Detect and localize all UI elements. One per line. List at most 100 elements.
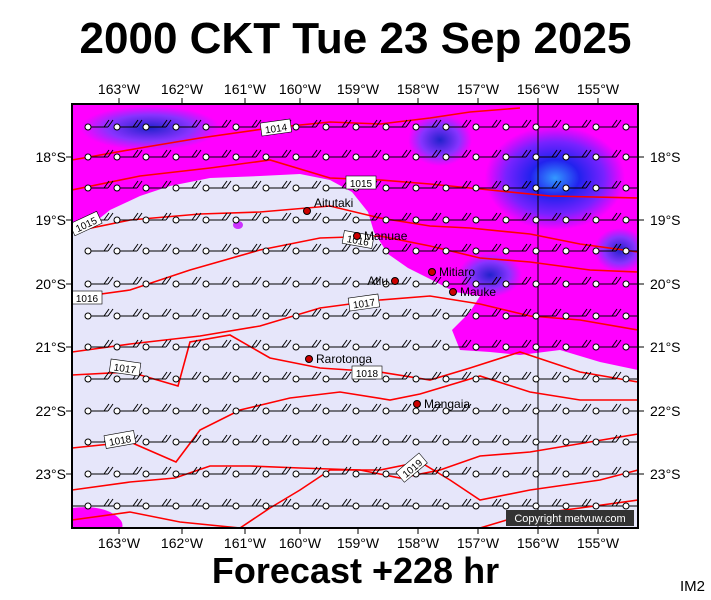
wind-barb: [412, 308, 442, 320]
wind-barb: [84, 276, 114, 288]
wind-barb: [202, 180, 232, 192]
wind-barb: [322, 498, 352, 510]
wind-barb: [472, 243, 502, 255]
wind-barb: [472, 276, 502, 288]
wind-barb: [442, 149, 472, 161]
lon-label-bottom: 160°W: [279, 535, 322, 551]
wind-barb: [592, 212, 622, 224]
wind-barb: [202, 498, 232, 510]
wind-barb: [84, 149, 114, 161]
wind-barb: [202, 466, 232, 478]
wind-barb: [442, 371, 472, 383]
wind-barb: [142, 434, 172, 446]
wind-barb: [322, 371, 352, 383]
wind-barb: [322, 339, 352, 351]
wind-barb: [172, 434, 202, 446]
wind-barb: [262, 149, 292, 161]
wind-barb: [232, 371, 262, 383]
isobar-line: [72, 295, 638, 353]
lon-label-bottom: 159°W: [337, 535, 380, 551]
wind-barb: [532, 308, 562, 320]
wind-barb: [622, 438, 638, 446]
wind-barb: [592, 466, 622, 478]
lat-label-left: 19°S: [35, 212, 66, 228]
wind-barb: [412, 434, 442, 446]
isobar-line: [72, 205, 638, 253]
lon-label-bottom: 155°W: [577, 535, 620, 551]
place-mitiaro: Mitiaro: [428, 265, 475, 279]
wind-barb: [322, 403, 352, 415]
wind-barb: [352, 149, 382, 161]
wind-barb: [292, 466, 322, 478]
lon-label-top: 158°W: [397, 81, 440, 97]
lon-label-bottom: 162°W: [161, 535, 204, 551]
wind-barb: [502, 371, 532, 383]
wind-barb: [84, 371, 114, 383]
wind-barb: [84, 466, 114, 478]
wind-barb: [562, 180, 592, 192]
wind-barb: [562, 308, 592, 320]
wind-barb: [412, 243, 442, 255]
wind-barb: [442, 119, 472, 131]
wind-barb: [232, 149, 262, 161]
wind-barb: [262, 308, 292, 320]
wind-barb: [562, 403, 592, 415]
isobar-line: [72, 511, 241, 528]
wind-barb: [592, 339, 622, 351]
wind-barb: [382, 243, 412, 255]
wind-barb: [532, 403, 562, 415]
wind-barb: [172, 243, 202, 255]
wind-barb: [232, 308, 262, 320]
wind-barb: [84, 243, 114, 255]
wind-barb: [232, 434, 262, 446]
wind-barb: [352, 339, 382, 351]
page-title: 2000 CKT Tue 23 Sep 2025: [79, 14, 632, 63]
wind-barb: [202, 243, 232, 255]
wind-barb: [262, 243, 292, 255]
wind-barb: [442, 308, 472, 320]
wind-barb: [142, 403, 172, 415]
wind-barb: [502, 308, 532, 320]
wind-barb: [232, 339, 262, 351]
wind-barb: [442, 403, 472, 415]
wind-barb: [322, 466, 352, 478]
svg-text:Mitiaro: Mitiaro: [439, 265, 475, 279]
lon-label-bottom: 163°W: [98, 535, 141, 551]
wind-barb: [412, 466, 442, 478]
wind-barb: [84, 119, 114, 131]
image-code: IM2: [679, 578, 705, 595]
copyright-text: Copyright metvuw.com: [514, 513, 625, 525]
wind-barb: [292, 308, 322, 320]
wind-barb: [532, 119, 562, 131]
svg-text:Mauke: Mauke: [460, 285, 496, 299]
wind-barb: [562, 119, 592, 131]
wind-barb: [142, 498, 172, 510]
copyright-badge: [506, 510, 634, 526]
wind-barb: [142, 149, 172, 161]
wind-barb: [502, 434, 532, 446]
wind-barb: [262, 371, 292, 383]
wind-barb: [592, 371, 622, 383]
wind-barb: [322, 119, 352, 131]
wind-barb: [532, 180, 562, 192]
wind-barb: [352, 403, 382, 415]
wind-barb: [172, 119, 202, 131]
wind-barb: [172, 276, 202, 288]
wind-barb: [472, 498, 502, 510]
isobar-label: 1015: [345, 175, 377, 190]
wind-barb: [352, 276, 382, 288]
wind-barb: [84, 403, 114, 415]
wind-barb: [262, 466, 292, 478]
lat-label-right: 20°S: [650, 276, 681, 292]
wind-barb: [292, 371, 322, 383]
lon-label-top: 157°W: [457, 81, 500, 97]
wind-barb: [592, 180, 622, 192]
wind-barb: [502, 119, 532, 131]
wind-barb: [202, 212, 232, 224]
wind-barb: [292, 149, 322, 161]
isobar-line: [72, 334, 638, 387]
wind-barb: [502, 149, 532, 161]
wind-barb: [472, 212, 502, 224]
wind-barb: [322, 212, 352, 224]
place-atiu: Atiu: [367, 274, 399, 288]
